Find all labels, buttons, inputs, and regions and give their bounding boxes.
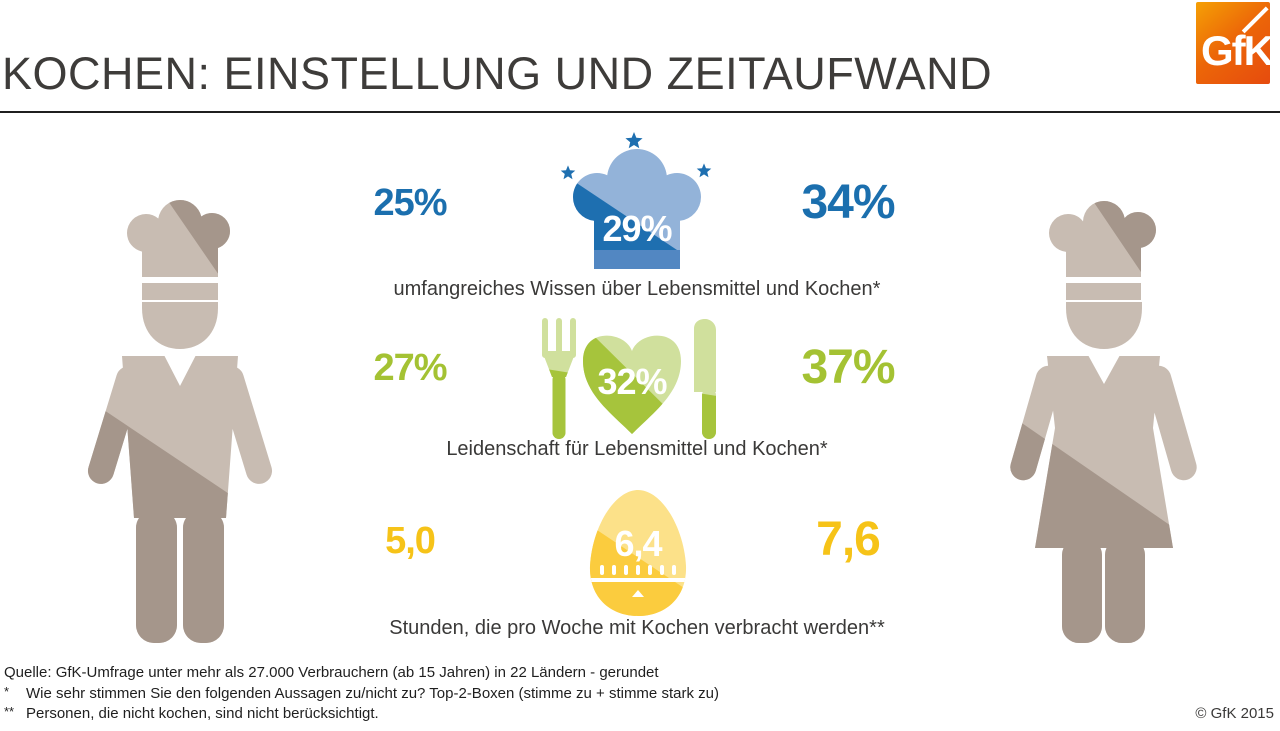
copyright: © GfK 2015 bbox=[1195, 705, 1274, 722]
star-icon bbox=[560, 165, 576, 180]
footnote-1-marker: * bbox=[4, 683, 10, 699]
gfk-logo: GfK bbox=[1196, 2, 1270, 84]
source-line: Quelle: GfK-Umfrage unter mehr als 27.00… bbox=[4, 664, 659, 681]
chef-hat-icon: 29% bbox=[560, 132, 712, 269]
caption-knowledge: umfangreiches Wissen über Lebensmittel u… bbox=[393, 278, 881, 300]
footnote-2-text: Personen, die nicht kochen, sind nicht b… bbox=[26, 705, 379, 722]
star-icon bbox=[696, 163, 712, 178]
total-value-knowledge: 29% bbox=[602, 208, 672, 249]
star-icon bbox=[625, 132, 643, 149]
female-chef-figure-icon bbox=[1007, 201, 1200, 643]
title-divider bbox=[0, 111, 1280, 113]
footnote-2: ** Personen, die nicht kochen, sind nicht… bbox=[4, 703, 719, 724]
footnotes: Quelle: GfK-Umfrage unter mehr als 27.00… bbox=[4, 664, 719, 724]
heart-cutlery-icon: 32% bbox=[542, 318, 716, 439]
male-value-knowledge: 25% bbox=[373, 182, 447, 224]
female-value-hours: 7,6 bbox=[816, 513, 881, 566]
female-value-knowledge: 34% bbox=[801, 176, 895, 229]
footnote-1-text: Wie sehr stimmen Sie den folgenden Aussa… bbox=[26, 684, 719, 702]
female-value-passion: 37% bbox=[801, 341, 895, 394]
logo-text: GfK bbox=[1201, 27, 1270, 74]
caption-passion: Leidenschaft für Lebensmittel und Kochen… bbox=[446, 438, 828, 460]
caption-hours: Stunden, die pro Woche mit Kochen verbra… bbox=[389, 617, 885, 639]
footnote-2-marker: ** bbox=[4, 704, 15, 719]
male-value-hours: 5,0 bbox=[385, 520, 436, 562]
total-value-hours: 6,4 bbox=[614, 523, 662, 564]
total-value-passion: 32% bbox=[597, 361, 667, 402]
male-chef-figure-icon bbox=[84, 200, 276, 643]
egg-timer-icon: 6,4 bbox=[589, 490, 687, 616]
page-title: KOCHEN: EINSTELLUNG UND ZEITAUFWAND bbox=[2, 48, 993, 99]
footnote-1: * Wie sehr stimmen Sie den folgenden Auss… bbox=[4, 683, 719, 704]
male-value-passion: 27% bbox=[373, 347, 447, 389]
